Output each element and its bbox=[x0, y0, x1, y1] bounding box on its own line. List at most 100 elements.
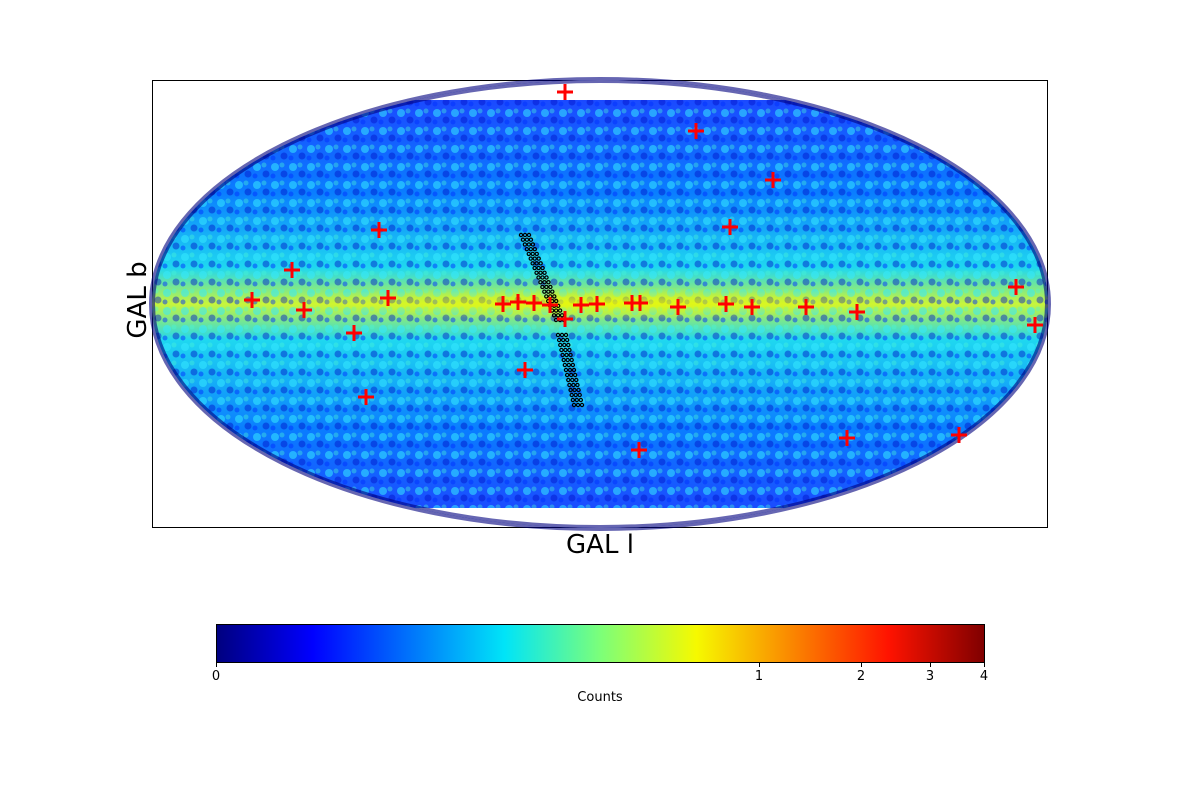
track-marker bbox=[571, 402, 577, 408]
source-marker bbox=[631, 442, 647, 458]
track-marker bbox=[540, 284, 545, 290]
track-marker bbox=[530, 251, 535, 257]
track-marker bbox=[567, 347, 572, 353]
track-marker bbox=[548, 284, 553, 290]
track-marker bbox=[534, 261, 539, 266]
source-markers bbox=[244, 84, 1043, 458]
source-marker bbox=[670, 299, 686, 315]
source-marker bbox=[358, 389, 374, 405]
track-marker bbox=[546, 280, 551, 285]
track-marker bbox=[570, 397, 576, 403]
track-marker bbox=[564, 352, 569, 358]
track-marker bbox=[536, 265, 541, 271]
track-marker bbox=[554, 298, 559, 304]
source-marker bbox=[573, 297, 589, 313]
track-marker bbox=[559, 347, 564, 353]
track-markers bbox=[518, 232, 585, 408]
track-marker bbox=[526, 232, 532, 238]
track-marker bbox=[572, 387, 577, 393]
track-marker bbox=[542, 289, 547, 294]
track-marker bbox=[530, 242, 536, 247]
source-marker bbox=[284, 262, 300, 278]
track-marker bbox=[552, 294, 557, 299]
track-marker bbox=[528, 237, 534, 242]
track-marker bbox=[566, 362, 572, 368]
track-marker bbox=[579, 402, 585, 408]
track-marker bbox=[520, 237, 526, 242]
source-marker bbox=[688, 123, 704, 139]
track-marker bbox=[542, 280, 547, 285]
track-marker bbox=[536, 275, 541, 280]
track-marker bbox=[568, 372, 574, 378]
track-marker bbox=[544, 294, 549, 299]
track-marker bbox=[557, 308, 563, 313]
source-marker bbox=[765, 172, 781, 188]
source-marker bbox=[557, 84, 573, 100]
track-marker bbox=[571, 382, 576, 388]
track-marker bbox=[532, 256, 537, 261]
track-marker bbox=[567, 382, 572, 388]
source-marker bbox=[542, 297, 558, 313]
track-marker bbox=[528, 256, 533, 261]
track-marker bbox=[534, 270, 539, 275]
track-marker bbox=[563, 347, 568, 353]
source-marker bbox=[589, 296, 605, 312]
track-marker bbox=[518, 232, 524, 238]
source-marker bbox=[722, 219, 738, 235]
track-marker bbox=[564, 372, 570, 378]
track-marker bbox=[568, 352, 573, 358]
track-marker bbox=[574, 397, 580, 403]
source-marker bbox=[744, 299, 760, 315]
track-marker bbox=[571, 367, 577, 373]
track-marker bbox=[538, 280, 543, 285]
x-axis-label: GAL l bbox=[566, 530, 634, 560]
track-marker bbox=[524, 246, 530, 252]
source-marker bbox=[1008, 279, 1024, 295]
track-marker bbox=[569, 357, 574, 363]
colorbar-tick-3: 3 bbox=[925, 669, 935, 684]
track-marker bbox=[564, 337, 570, 343]
track-marker bbox=[544, 284, 549, 290]
source-marker bbox=[244, 292, 260, 308]
track-marker bbox=[536, 256, 541, 261]
track-marker bbox=[553, 308, 559, 313]
track-marker bbox=[522, 232, 528, 238]
track-marker bbox=[567, 367, 573, 373]
track-marker bbox=[524, 237, 530, 242]
source-marker bbox=[951, 427, 967, 443]
track-marker bbox=[572, 372, 578, 378]
source-marker bbox=[1027, 317, 1043, 333]
track-marker bbox=[555, 332, 561, 338]
track-marker bbox=[560, 337, 566, 343]
track-marker bbox=[522, 242, 528, 247]
track-marker bbox=[566, 377, 571, 383]
source-marker bbox=[557, 311, 573, 327]
track-marker bbox=[562, 362, 568, 368]
colorbar-label: Counts bbox=[577, 690, 623, 705]
source-marker bbox=[839, 430, 855, 446]
track-marker bbox=[568, 387, 573, 393]
track-marker bbox=[542, 270, 547, 275]
colorbar bbox=[216, 624, 985, 663]
track-marker bbox=[575, 402, 581, 408]
track-marker bbox=[556, 337, 562, 343]
track-marker bbox=[565, 357, 570, 363]
source-marker bbox=[849, 304, 865, 320]
track-marker bbox=[550, 289, 555, 294]
colorbar-ticks bbox=[216, 663, 985, 667]
y-axis-label: GAL b bbox=[123, 261, 153, 339]
source-marker bbox=[718, 296, 734, 312]
track-marker bbox=[538, 261, 543, 266]
source-marker bbox=[798, 299, 814, 315]
track-marker bbox=[559, 332, 565, 338]
track-marker bbox=[532, 246, 538, 252]
track-marker bbox=[526, 251, 531, 257]
track-marker bbox=[577, 392, 582, 398]
track-marker bbox=[530, 261, 535, 266]
source-marker bbox=[632, 295, 648, 311]
track-marker bbox=[540, 265, 545, 271]
colorbar-tick-1: 1 bbox=[754, 669, 764, 684]
track-marker bbox=[532, 265, 537, 271]
track-marker bbox=[563, 332, 569, 338]
